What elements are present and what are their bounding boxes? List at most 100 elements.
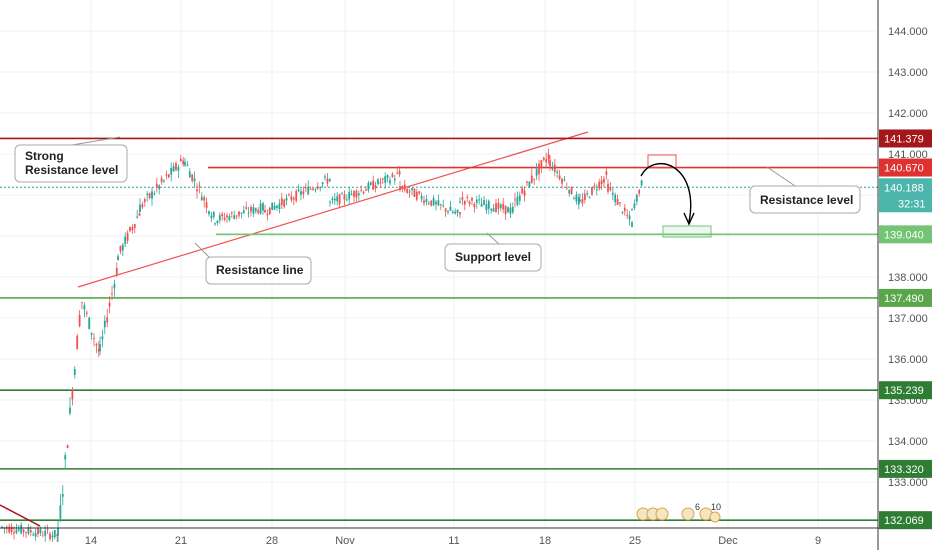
candle-body	[285, 197, 288, 201]
candle-body	[319, 187, 322, 189]
time-tick-label: 21	[175, 535, 187, 547]
candle-body	[338, 194, 341, 205]
candle-body	[297, 189, 300, 192]
candle-body	[278, 203, 281, 209]
candle-body	[257, 210, 260, 214]
candle-body	[471, 197, 473, 201]
candle-body	[336, 196, 339, 202]
candle-body	[148, 193, 151, 198]
candle-body	[223, 217, 226, 220]
candle-body	[360, 189, 363, 191]
price-levels	[0, 137, 878, 521]
candle-body	[146, 193, 149, 195]
candle-body	[540, 160, 543, 167]
candle-body	[242, 210, 245, 214]
candle-body	[179, 158, 182, 162]
candle-body	[451, 211, 454, 213]
candle-body	[106, 317, 109, 323]
candle-body	[172, 166, 175, 172]
candle-body	[262, 203, 264, 211]
candle-body	[111, 293, 113, 295]
candle-body	[101, 336, 104, 340]
candle-body	[214, 223, 216, 225]
candle-body	[628, 215, 631, 220]
candle-body	[27, 527, 30, 534]
candle-body	[581, 199, 584, 204]
candle-body	[81, 301, 83, 303]
candle-body	[131, 227, 134, 231]
candle-body	[463, 200, 466, 205]
candle-body	[78, 315, 81, 327]
candle-body	[331, 198, 334, 201]
candle-body	[290, 196, 293, 201]
candle-body	[326, 178, 329, 184]
time-axis[interactable]: 14 21 28 Nov 11 18 25 Dec 9	[85, 535, 821, 547]
candle-body	[507, 207, 509, 213]
candle-body	[626, 214, 629, 216]
candle-body	[487, 200, 490, 209]
candle-body	[611, 192, 614, 195]
candle-body	[530, 175, 533, 183]
candle-body	[126, 232, 129, 241]
candle-body	[607, 183, 609, 192]
candle-body	[273, 205, 276, 210]
candle-body	[588, 197, 591, 199]
callout-strong-text-1: Strong	[25, 149, 64, 163]
candle-body	[292, 198, 295, 200]
event-badges[interactable]: 6 10	[636, 502, 721, 523]
candle-body	[138, 213, 141, 216]
candle-body	[459, 201, 461, 203]
candle-body	[266, 213, 269, 216]
candle-body	[160, 178, 163, 183]
candle-body	[583, 193, 586, 201]
svg-text:140.670: 140.670	[884, 163, 924, 175]
candle-body	[577, 197, 580, 205]
candle-body	[538, 163, 540, 175]
lower-left-trendline	[0, 504, 41, 527]
candle-body	[518, 195, 521, 201]
candle-body	[348, 191, 351, 200]
candle-body	[329, 201, 331, 203]
candle-body	[423, 200, 425, 203]
candle-body	[230, 212, 233, 214]
candle-body	[454, 211, 457, 214]
candle-body	[170, 167, 173, 175]
candle-body	[357, 193, 360, 196]
candle-body	[216, 220, 219, 223]
candle-body	[619, 202, 621, 204]
candle-body	[312, 188, 314, 190]
candle-body	[271, 202, 274, 210]
candle-body	[250, 206, 252, 212]
candle-body	[372, 180, 375, 190]
price-tick-label: 142.000	[888, 108, 928, 120]
candle-body	[509, 207, 512, 214]
candle-body	[151, 191, 153, 199]
candle-body	[533, 178, 536, 180]
candle-body	[295, 191, 298, 201]
candle-body	[595, 189, 598, 191]
candle-body	[545, 159, 548, 163]
candle-body	[1, 526, 3, 528]
candle-body	[302, 191, 305, 195]
candle-body	[264, 210, 266, 213]
candle-body	[196, 189, 198, 192]
candle-body	[600, 180, 603, 185]
support-target-box	[662, 225, 712, 238]
candle-body	[71, 390, 74, 400]
candle-body	[165, 174, 168, 176]
candle-body	[321, 182, 324, 185]
candle-body	[44, 530, 47, 536]
candle-body	[521, 188, 524, 194]
candle-body	[167, 174, 170, 178]
candle-body	[276, 205, 278, 208]
candle-body	[117, 256, 119, 261]
candle-body	[575, 194, 578, 202]
candle-body	[17, 529, 20, 531]
candle-body	[466, 196, 469, 198]
candle-body	[153, 193, 156, 195]
candle-body	[478, 199, 481, 201]
candle-body	[115, 268, 118, 276]
candle-body	[343, 194, 346, 200]
candle-body	[633, 203, 636, 209]
